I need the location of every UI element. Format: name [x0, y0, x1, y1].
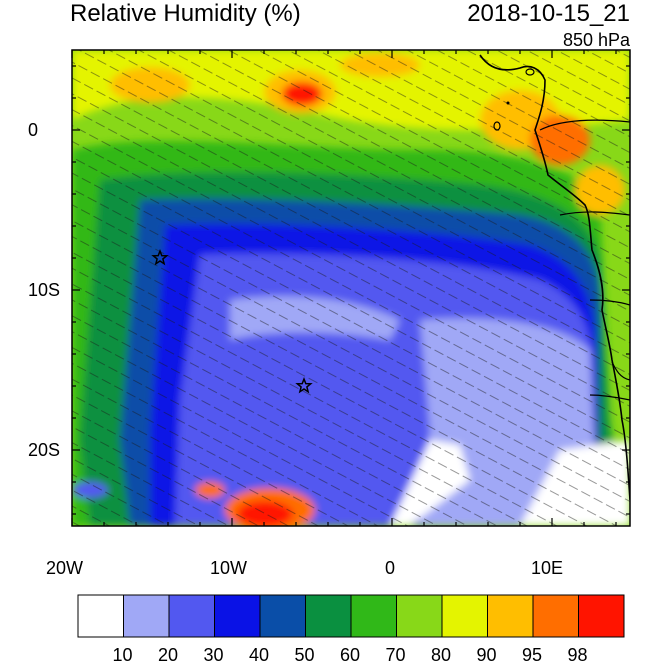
colorbar-label: 20	[158, 645, 179, 665]
colorbar-swatch	[214, 594, 261, 638]
colorbar-swatch	[77, 594, 124, 638]
y-tick-label: 20S	[28, 440, 61, 460]
colorbar-swatch	[259, 594, 306, 638]
colorbar-label: 50	[294, 645, 315, 665]
colorbar	[77, 594, 625, 638]
x-tick-label: 10W	[210, 558, 248, 578]
colorbar-label: 80	[431, 645, 452, 665]
x-tick-label: 20W	[46, 558, 84, 578]
colorbar-label: 90	[476, 645, 497, 665]
y-tick-label: 10S	[28, 280, 61, 300]
colorbar-label: 98	[567, 645, 588, 665]
colorbar-label: 30	[203, 645, 224, 665]
colorbar-label: 60	[340, 645, 361, 665]
colorbar-swatch	[305, 594, 352, 638]
colorbar-label: 95	[522, 645, 543, 665]
colorbar-label: 40	[249, 645, 270, 665]
colorbar-swatch	[168, 594, 215, 638]
colorbar-swatch	[578, 594, 625, 638]
y-tick-label: 0	[28, 120, 39, 140]
colorbar-swatch	[350, 594, 397, 638]
humidity-field	[72, 50, 630, 526]
star-marker	[151, 248, 169, 266]
star-marker	[295, 376, 313, 394]
axis-ticks	[71, 50, 630, 526]
markers-layer	[151, 248, 313, 394]
valid-time: 2018-10-15_21	[467, 0, 630, 27]
plot-frame	[71, 49, 631, 527]
map-title: Relative Humidity (%)	[70, 0, 301, 27]
colorbar-label: 70	[385, 645, 406, 665]
colorbar-swatch	[396, 594, 443, 638]
coastline	[479, 54, 630, 501]
colorbar-swatch	[441, 594, 488, 638]
pressure-level: 850 hPa	[562, 30, 630, 50]
colorbar-swatch	[487, 594, 534, 638]
x-tick-label: 0	[385, 558, 396, 578]
colorbar-label: 10	[112, 645, 133, 665]
colorbar-swatch	[532, 594, 579, 638]
colorbar-swatch	[123, 594, 170, 638]
x-tick-label: 10E	[531, 558, 564, 578]
